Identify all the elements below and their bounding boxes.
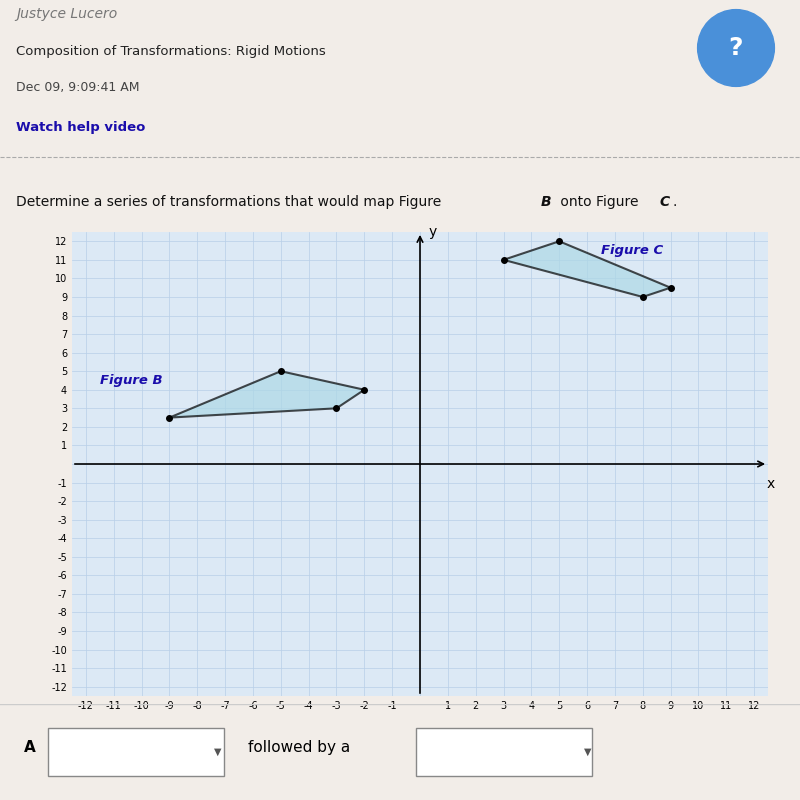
Text: Figure B: Figure B bbox=[100, 374, 162, 387]
Text: followed by a: followed by a bbox=[248, 740, 350, 754]
Text: C: C bbox=[659, 195, 670, 209]
Text: ?: ? bbox=[729, 36, 743, 60]
Text: Dec 09, 9:09:41 AM: Dec 09, 9:09:41 AM bbox=[16, 81, 139, 94]
Text: .: . bbox=[672, 195, 676, 209]
Polygon shape bbox=[170, 371, 364, 418]
Text: onto Figure: onto Figure bbox=[556, 195, 643, 209]
FancyBboxPatch shape bbox=[48, 728, 224, 776]
Text: ▼: ▼ bbox=[584, 747, 591, 757]
Text: ▼: ▼ bbox=[214, 747, 222, 757]
Text: B: B bbox=[541, 195, 551, 209]
Circle shape bbox=[698, 10, 774, 86]
Text: Composition of Transformations: Rigid Motions: Composition of Transformations: Rigid Mo… bbox=[16, 45, 326, 58]
Text: Figure C: Figure C bbox=[601, 244, 663, 258]
FancyBboxPatch shape bbox=[416, 728, 592, 776]
Text: y: y bbox=[428, 225, 437, 239]
Text: Watch help video: Watch help video bbox=[16, 121, 146, 134]
Text: A: A bbox=[24, 740, 36, 754]
Text: Justyce Lucero: Justyce Lucero bbox=[16, 6, 118, 21]
Text: Determine a series of transformations that would map Figure: Determine a series of transformations th… bbox=[16, 195, 446, 209]
Polygon shape bbox=[503, 242, 670, 297]
Text: x: x bbox=[766, 477, 775, 491]
